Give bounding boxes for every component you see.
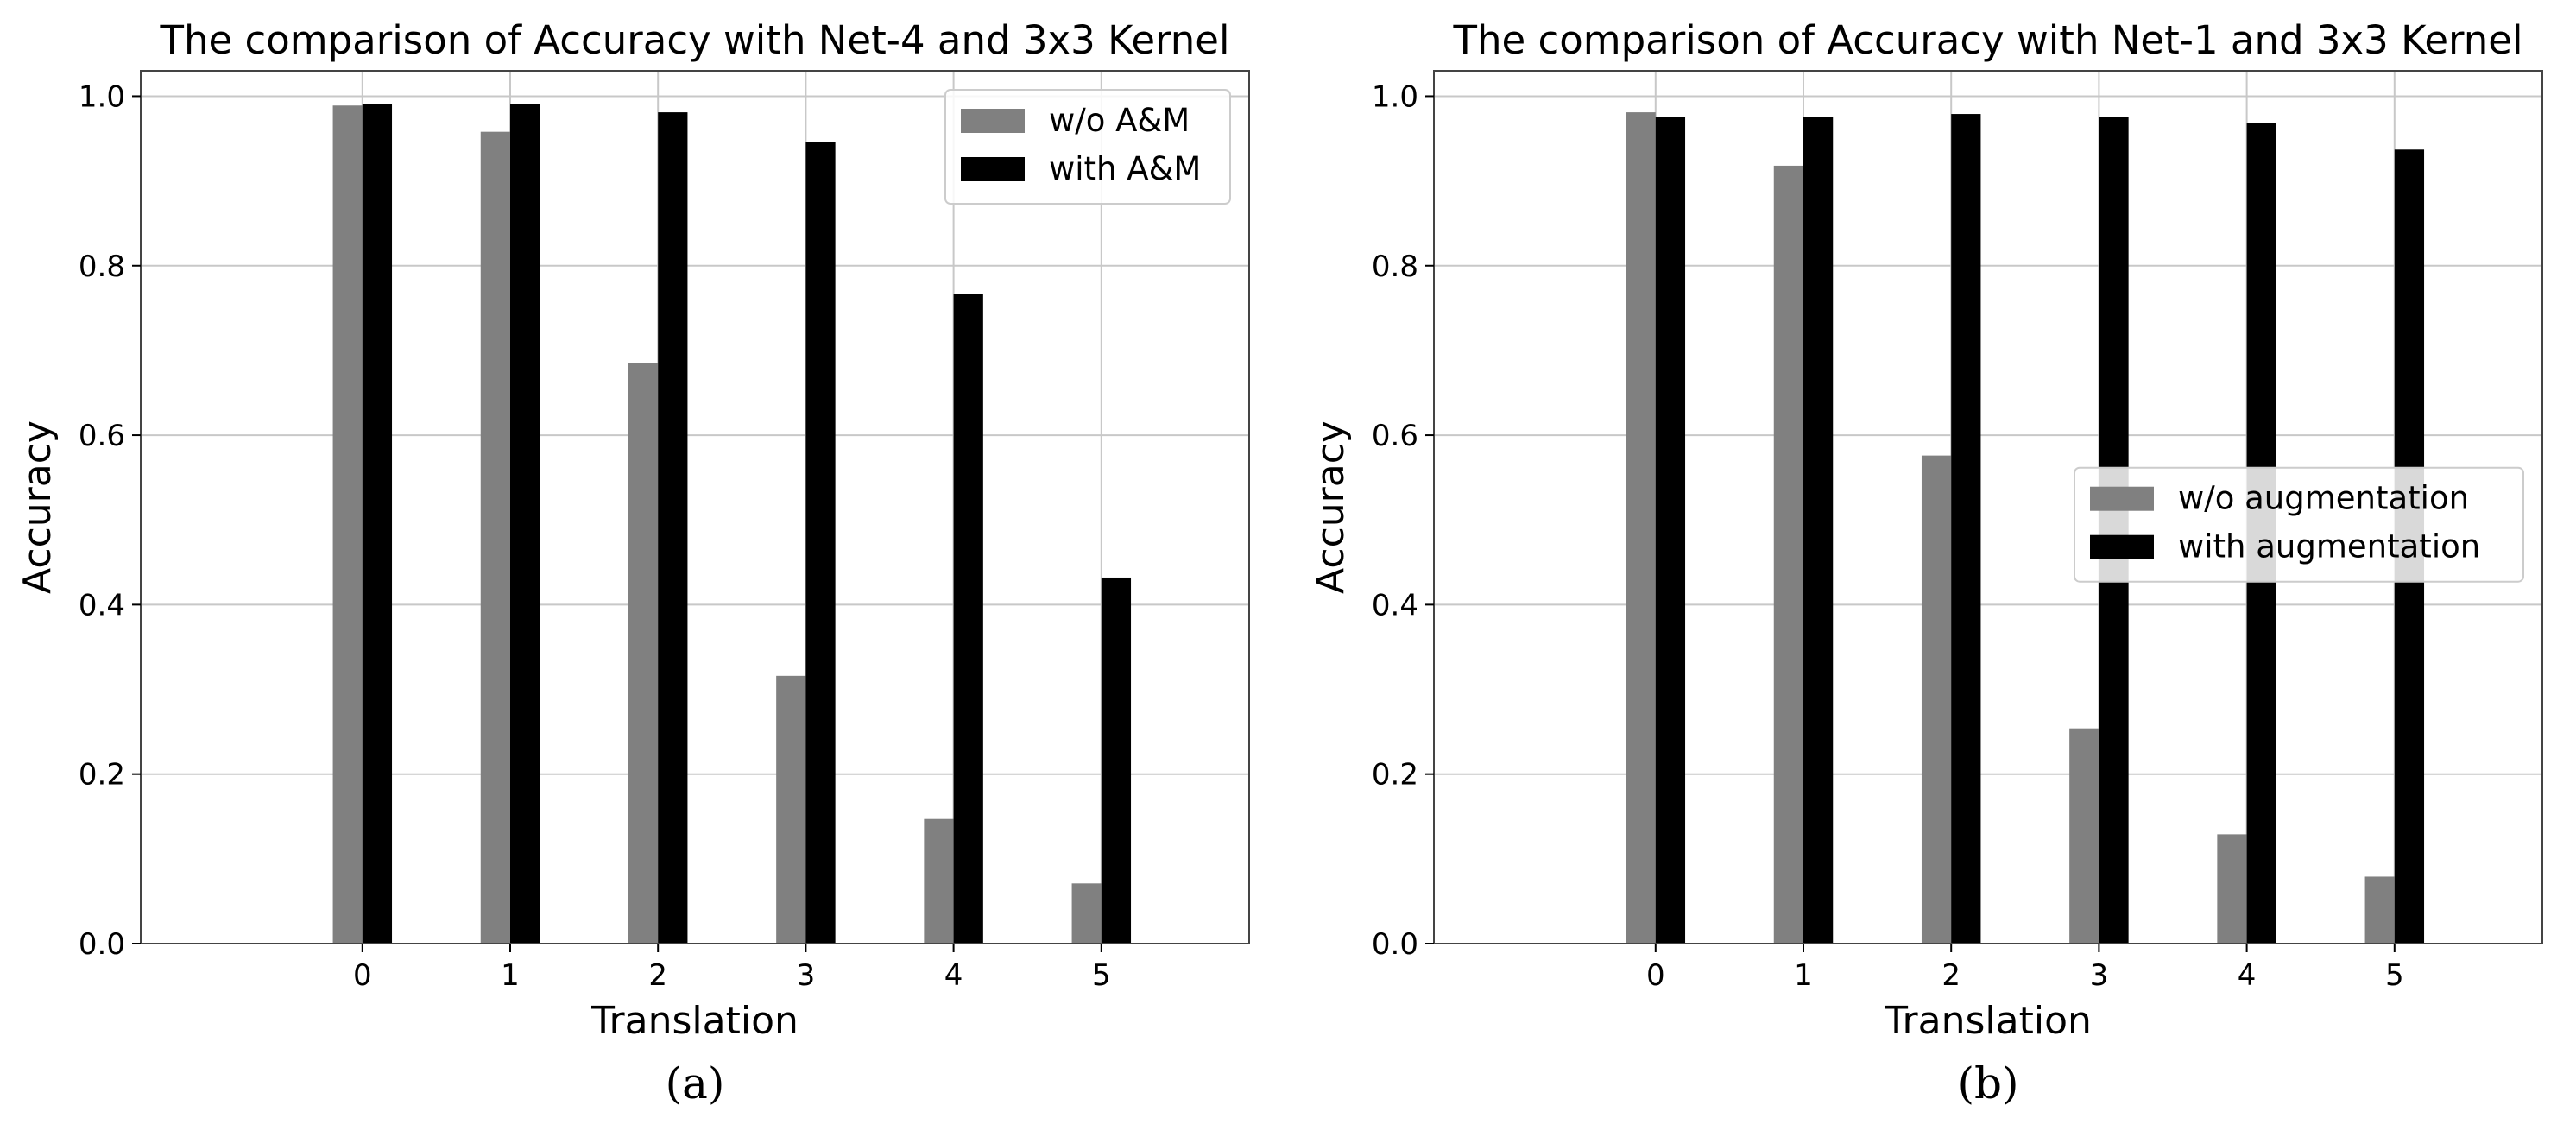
bar-series1-1 [1773, 165, 1803, 944]
x-tick-label: 4 [2238, 958, 2257, 993]
bars-a [332, 104, 1132, 944]
bar-series2-5 [1101, 577, 1132, 944]
y-tick-label: 0.4 [1372, 588, 1418, 622]
y-axis-label-b: Accuracy [1309, 420, 1353, 594]
ticks-b: 0 1 2 3 4 5 0.0 0.2 0.4 0.6 0.8 1.0 [1372, 79, 2404, 993]
caption-a: (a) [666, 1058, 725, 1109]
bar-series1-1 [480, 131, 510, 944]
bar-series1-4 [924, 818, 954, 944]
x-tick-label: 0 [1646, 958, 1665, 993]
bar-series1-2 [1921, 455, 1952, 944]
chart-panel-b: 0 1 2 3 4 5 0.0 0.2 0.4 0.6 0.8 1.0 The comparison … [1309, 17, 2543, 1109]
legend-b: w/o augmentation with augmentation [2074, 466, 2524, 583]
bar-series2-2 [658, 112, 688, 944]
y-tick-label: 0.6 [79, 419, 125, 453]
plot-frame-b [1433, 70, 2543, 944]
x-tick-label: 3 [797, 958, 816, 993]
x-tick-label: 1 [501, 958, 520, 993]
bar-series1-5 [1071, 883, 1102, 944]
bar-series2-2 [1951, 114, 1981, 944]
bar-series1-4 [2217, 834, 2247, 944]
y-tick-label: 0.4 [79, 588, 125, 622]
y-tick-label: 0.8 [1372, 250, 1418, 284]
x-tick-label: 2 [1941, 958, 1960, 993]
bar-series2-1 [510, 104, 540, 944]
y-tick-label: 1.0 [1372, 79, 1418, 114]
legend-label: with augmentation [2178, 528, 2480, 565]
y-tick-label: 0.8 [79, 250, 125, 284]
bar-series2-0 [1655, 117, 1686, 944]
chart-title-b: The comparison of Accuracy with Net-1 an… [1453, 17, 2523, 63]
y-axis-label-a: Accuracy [16, 420, 60, 594]
x-axis-label-a: Translation [590, 999, 799, 1043]
legend-label: w/o A&M [1049, 102, 1190, 139]
legend-swatch [961, 157, 1025, 181]
bar-series1-5 [2364, 876, 2395, 944]
bar-series2-0 [362, 104, 393, 944]
y-tick-label: 0.0 [79, 927, 125, 962]
y-tick-label: 0.0 [1372, 927, 1418, 962]
bar-series2-4 [953, 294, 983, 944]
bar-series1-2 [628, 363, 659, 944]
legend-a: w/o A&M with A&M [944, 89, 1231, 205]
x-tick-label: 1 [1794, 958, 1813, 993]
legend-swatch [961, 109, 1025, 133]
bar-series1-0 [1626, 112, 1656, 944]
plot-frame-a [140, 70, 1250, 944]
x-tick-label: 3 [2090, 958, 2109, 993]
y-tick-label: 1.0 [79, 79, 125, 114]
y-tick-label: 0.6 [1372, 419, 1418, 453]
y-tick-label: 0.2 [79, 758, 125, 793]
bar-series1-0 [332, 105, 363, 944]
x-tick-label: 0 [353, 958, 372, 993]
caption-b: (b) [1957, 1058, 2018, 1109]
legend-label: with A&M [1049, 150, 1201, 187]
bar-series2-3 [805, 142, 836, 944]
bar-series2-1 [1803, 117, 1834, 944]
legend-swatch [2090, 534, 2154, 559]
bar-series1-3 [776, 675, 806, 944]
legend-swatch [2090, 486, 2154, 511]
chart-panel-a: 0 1 2 3 4 5 0.0 0.2 0.4 0.6 0.8 1.0 The comparison … [16, 17, 1250, 1109]
ticks-a: 0 1 2 3 4 5 0.0 0.2 0.4 0.6 0.8 1.0 [79, 79, 1111, 993]
legend-box [2074, 466, 2524, 583]
x-tick-label: 5 [2385, 958, 2404, 993]
chart-title-a: The comparison of Accuracy with Net-4 an… [160, 17, 1230, 63]
x-axis-label-b: Translation [1884, 999, 2092, 1043]
x-tick-label: 4 [944, 958, 963, 993]
bar-series1-3 [2069, 728, 2099, 944]
y-tick-label: 0.2 [1372, 758, 1418, 793]
x-tick-label: 5 [1092, 958, 1111, 993]
legend-label: w/o augmentation [2178, 480, 2469, 517]
x-tick-label: 2 [648, 958, 667, 993]
